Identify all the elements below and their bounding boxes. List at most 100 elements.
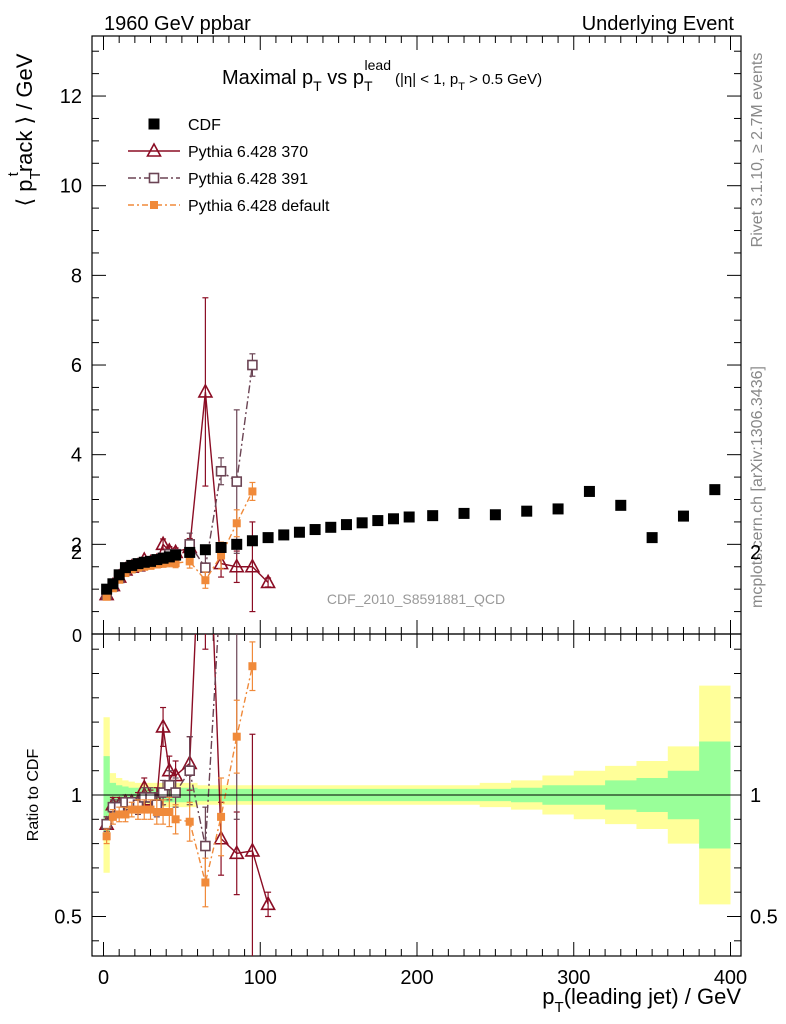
legend-label-pythia-6-428-391: Pythia 6.428 391 [188, 171, 308, 188]
x-tick-label: 100 [244, 967, 277, 989]
point-pythia-6-428-default [108, 812, 117, 821]
point-cdf [107, 578, 119, 590]
series-line-pythia-6-428-370 [105, 634, 269, 905]
y-tick-label: 12 [60, 86, 82, 108]
legend-label-cdf: CDF [188, 117, 221, 134]
plot-title: Maximal pT vs pTlead(|η| < 1, pT > 0.5 G… [222, 57, 542, 94]
point-cdf [521, 505, 533, 517]
point-cdf [583, 485, 595, 497]
xlabel-sub: T [555, 999, 564, 1016]
point-cdf [489, 509, 501, 521]
point-pythia-6-428-default [232, 519, 241, 528]
point-pythia-6-428-default [248, 487, 257, 496]
point-pythia-6-428-default [102, 832, 111, 841]
point-pythia-6-428-default [146, 805, 155, 814]
point-cdf [427, 510, 439, 522]
point-pythia-6-428-370 [260, 573, 276, 589]
point-cdf [246, 535, 258, 547]
point-cdf [356, 517, 368, 529]
point-cdf [293, 526, 305, 538]
point-pythia-6-428-default [232, 732, 241, 741]
point-cdf [615, 499, 627, 511]
point-pythia-6-428-370 [155, 535, 171, 551]
y-tick-label: 8 [71, 265, 82, 287]
point-pythia-6-428-391 [164, 779, 175, 791]
point-pythia-6-428-391 [200, 562, 211, 573]
x-tick-label: 400 [714, 967, 747, 989]
y-tick-label: 2 [71, 534, 82, 556]
main-plot-area [98, 297, 721, 613]
point-pythia-6-428-391 [170, 787, 181, 798]
ratio-y-axis-label: Ratio to CDF [25, 749, 42, 842]
point-pythia-6-428-default [185, 817, 194, 826]
point-pythia-6-428-370 [260, 895, 276, 911]
point-pythia-6-428-default [171, 559, 180, 568]
ylabel-open: ⟨ p [12, 180, 37, 207]
point-cdf [126, 559, 138, 571]
point-pythia-6-428-370 [155, 718, 171, 733]
ratio-tick-label: 2 [71, 542, 82, 564]
point-pythia-6-428-default [140, 805, 149, 814]
point-cdf [151, 554, 163, 566]
title-sub1: T [313, 78, 322, 94]
point-cdf [646, 532, 658, 544]
y-tick-label: 10 [60, 176, 82, 198]
analysis-id: CDF_2010_S8591881_QCD [327, 591, 505, 607]
point-cdf [199, 544, 211, 556]
legend: CDF Pythia 6.428 370 Pythia 6.428 391 Pythi… [128, 117, 330, 215]
ratio-tick-label: 0.5 [54, 907, 82, 929]
point-cdf [119, 562, 131, 574]
point-cdf [458, 507, 470, 519]
ratio-plot-area [98, 620, 276, 956]
point-pythia-6-428-default [201, 576, 210, 585]
point-pythia-6-428-default [152, 808, 161, 817]
point-pythia-6-428-391 [200, 840, 211, 852]
point-cdf [113, 569, 125, 581]
header-side-top: Rivet 3.1.10, ≥ 2.7M events [749, 53, 766, 248]
point-cdf [372, 515, 384, 527]
ratio-tick-label-right: 0.5 [750, 907, 778, 929]
point-cdf [262, 532, 274, 544]
x-tick-label: 200 [400, 967, 433, 989]
point-pythia-6-428-default [159, 808, 168, 817]
point-pythia-6-428-default [171, 815, 180, 824]
title-cond-sub: T [458, 81, 465, 93]
point-cdf [170, 549, 182, 561]
axis-ticks [92, 36, 741, 956]
y-tick-label: 4 [71, 445, 82, 467]
point-pythia-6-428-default [121, 810, 130, 819]
legend-marker-pythia-6-428-391 [148, 172, 160, 184]
point-pythia-6-428-370 [228, 844, 245, 860]
point-pythia-6-428-default [217, 551, 226, 560]
title-cond: (|η| < 1, p [395, 71, 458, 88]
ylabel-sub: T [27, 170, 44, 179]
y-tick-label-zero: 0 [72, 626, 82, 646]
point-cdf [709, 484, 721, 496]
point-cdf [387, 513, 399, 525]
xlabel-main: p [542, 984, 554, 1009]
header-left: 1960 GeV ppbar [104, 13, 251, 35]
point-cdf [215, 541, 227, 553]
point-pythia-6-428-default [115, 810, 124, 819]
point-cdf [340, 519, 352, 531]
point-cdf [157, 552, 169, 564]
ylabel-rest: rack ⟩ / GeV [12, 53, 37, 172]
point-pythia-6-428-370 [228, 558, 245, 573]
point-cdf [163, 551, 175, 563]
point-pythia-6-428-391 [232, 620, 241, 629]
header-side-bottom: mcplots.cern.ch [arXiv:1306.3436] [749, 366, 766, 608]
point-cdf [403, 511, 415, 523]
series-line-pythia-6-428-default [106, 491, 254, 598]
point-pythia-6-428-391 [184, 765, 196, 777]
point-cdf [231, 538, 243, 550]
ratio-tick-label: 1 [71, 785, 82, 807]
point-cdf [132, 558, 144, 570]
title-cond-end: > 0.5 GeV) [465, 71, 542, 88]
point-pythia-6-428-default [102, 592, 111, 601]
legend-label-pythia-6-428-default: Pythia 6.428 default [188, 198, 330, 215]
title-sup2: lead [365, 57, 391, 73]
point-pythia-6-428-default [127, 805, 136, 814]
x-axis-label: pT(leading jet) / GeV [542, 984, 741, 1016]
point-pythia-6-428-391 [157, 787, 169, 798]
